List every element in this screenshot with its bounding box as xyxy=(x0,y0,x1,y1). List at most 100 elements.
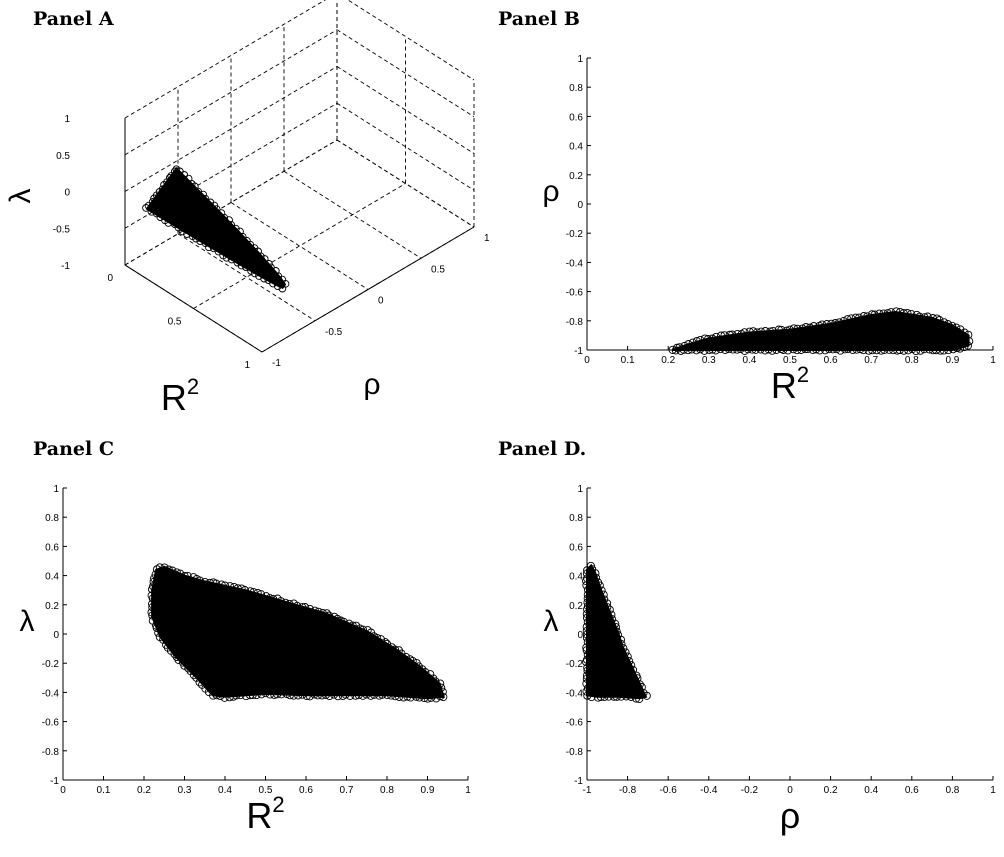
data-point-124 xyxy=(248,690,257,700)
data-point-165 xyxy=(149,577,158,586)
y-axis-label: λ xyxy=(20,605,35,638)
data-point-91 xyxy=(899,346,908,355)
y-tick-label-4: -0.2 xyxy=(566,229,584,240)
data-point-3 xyxy=(591,569,600,578)
x-tick-label-2: 0.2 xyxy=(661,355,675,366)
data-point-19 xyxy=(616,635,626,644)
data-point-87 xyxy=(916,346,925,355)
data-point-57 xyxy=(582,643,591,652)
x-tick-label-10: 1 xyxy=(465,785,471,796)
data-point-4 xyxy=(168,566,177,575)
y-axis-label: ρ xyxy=(542,175,559,208)
data-point-42 xyxy=(322,609,331,618)
y-tick-label-2: -0.6 xyxy=(566,718,584,729)
data-point-85 xyxy=(925,345,934,354)
y-tick-label-3: -0.4 xyxy=(42,688,60,699)
data-point-25 xyxy=(627,661,636,670)
y-tick-label-5: 0 xyxy=(53,630,59,641)
data-point-18 xyxy=(613,630,623,640)
y-tick-label-9: 0.8 xyxy=(45,513,59,524)
data-point-9 xyxy=(600,595,609,604)
z-tick-label-1: -0.5 xyxy=(53,224,71,235)
x-axis-label-base: R xyxy=(771,365,797,406)
data-point-162 xyxy=(147,591,156,600)
data-point-42 xyxy=(839,316,848,326)
data-point-27 xyxy=(777,325,786,334)
data-point-36 xyxy=(622,692,631,701)
y-tick-label-5: 0 xyxy=(577,200,583,211)
data-point-32 xyxy=(642,691,651,700)
data-point-146 xyxy=(172,652,181,661)
y-tick-label-9: 0.8 xyxy=(569,513,583,524)
grid-side-h-4 xyxy=(347,0,475,81)
data-point-125 xyxy=(246,691,255,700)
data-point-73 xyxy=(964,330,973,339)
data-point-106 xyxy=(321,690,330,699)
data-point-44 xyxy=(847,314,856,323)
x-axis-label: R2 xyxy=(771,362,809,406)
x-tick-label-2: 1 xyxy=(244,360,250,371)
data-point-1 xyxy=(155,563,164,572)
data-point-73 xyxy=(431,677,440,686)
data-point-29 xyxy=(635,680,644,689)
data-point-115 xyxy=(803,344,812,354)
x-tick-label-1: 0.1 xyxy=(97,785,111,796)
data-point-104 xyxy=(329,690,339,699)
data-point-41 xyxy=(835,318,844,327)
z-tick-label-3: 0.5 xyxy=(56,151,70,162)
data-point-11 xyxy=(195,576,204,585)
y-axis-label: λ xyxy=(544,605,559,638)
data-point-141 xyxy=(700,346,709,355)
data-point-75 xyxy=(963,341,973,350)
data-point-6 xyxy=(176,569,185,578)
data-point-31 xyxy=(793,324,802,333)
data-point-108 xyxy=(313,691,322,700)
data-point-122 xyxy=(257,690,266,699)
data-point-113 xyxy=(294,691,303,700)
data-point-62 xyxy=(920,313,929,322)
scatter-points xyxy=(668,307,974,356)
y-tick-label-1: -0.8 xyxy=(566,317,584,328)
data-point-7 xyxy=(696,335,705,345)
x-tick-label-7: 0.4 xyxy=(864,785,878,796)
data-point-71 xyxy=(426,670,435,679)
y-tick-label-5: 0 xyxy=(577,630,583,641)
data-point-37 xyxy=(818,320,827,329)
data-point-153 xyxy=(154,628,163,637)
y-tick-label-3: -0.4 xyxy=(566,258,584,269)
data-point-33 xyxy=(285,599,294,608)
data-point-105 xyxy=(844,344,853,354)
y-tick-label-7: 0.4 xyxy=(45,572,59,583)
data-point-29 xyxy=(785,325,794,334)
x-tick-label-0: -1 xyxy=(583,785,592,796)
grid-back-h-4 xyxy=(124,0,327,119)
data-point-35 xyxy=(627,692,636,701)
data-point-43 xyxy=(324,611,334,620)
y-tick-label-10: 1 xyxy=(577,54,583,65)
x-axis-label: R2 xyxy=(246,792,284,836)
data-point-129 xyxy=(229,692,238,701)
data-point-21 xyxy=(619,644,628,653)
data-point-32 xyxy=(281,598,290,607)
data-point-43 xyxy=(594,693,603,702)
data-point-54 xyxy=(887,308,896,317)
data-point-110 xyxy=(824,345,834,354)
data-point-88 xyxy=(911,346,921,356)
panel-a-plot: -1 -0.5 0 0.5 1 0 0.5 1 -1 -0.5 0 0.5 1 R2 ρ λ xyxy=(4,0,490,418)
data-point-21 xyxy=(753,328,762,337)
data-point-22 xyxy=(240,586,249,595)
data-point-130 xyxy=(225,693,234,702)
data-point-98 xyxy=(354,691,363,700)
data-point-31 xyxy=(276,597,285,606)
data-point-11 xyxy=(603,603,612,612)
data-point-17 xyxy=(612,627,621,636)
data-point-6 xyxy=(595,581,604,590)
data-point-40 xyxy=(314,607,323,616)
x-tick-label-9: 0.8 xyxy=(945,785,959,796)
x-tick-label-9: 0.9 xyxy=(421,785,435,796)
data-point-53 xyxy=(883,309,892,318)
x-axis-label-sup: 2 xyxy=(187,374,199,399)
data-point-97 xyxy=(877,346,886,355)
data-point-79 xyxy=(432,694,441,703)
panel-a-title: Panel A xyxy=(33,8,114,30)
